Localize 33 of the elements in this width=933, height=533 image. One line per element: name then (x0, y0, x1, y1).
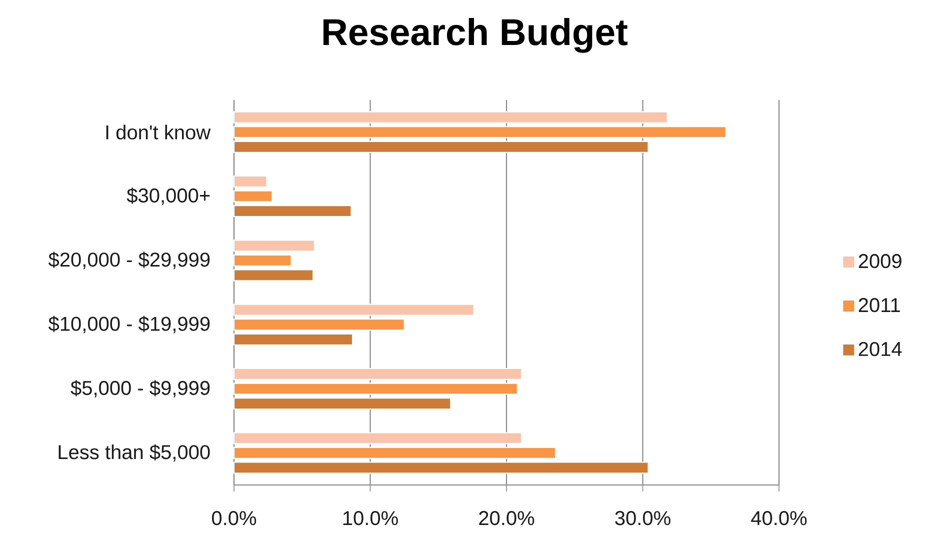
bar (233, 126, 726, 138)
bar (233, 304, 474, 316)
legend-label: 2014 (858, 342, 902, 356)
legend-label: 2011 (858, 298, 900, 312)
bar (233, 432, 522, 444)
bar (233, 462, 649, 474)
y-tick-label: $30,000+ (126, 188, 210, 205)
bar (233, 254, 292, 266)
bar (233, 446, 556, 459)
bar (233, 240, 315, 252)
x-tick-label: 30.0% (615, 511, 670, 526)
x-tick-label: 10.0% (343, 511, 398, 526)
bar (233, 140, 649, 153)
bar (233, 398, 452, 410)
bar (233, 318, 405, 331)
y-tick-label: $20,000 - $29,999 (48, 252, 210, 270)
x-tick-label: 0.0% (212, 511, 256, 526)
y-tick-label: $5,000 - $9,999 (70, 380, 210, 398)
bar (233, 382, 518, 395)
x-tick-label: 40.0% (751, 511, 807, 526)
bar (233, 269, 314, 282)
bar (233, 190, 273, 202)
legend-label: 2009 (858, 254, 902, 268)
x-tick-label: 20.0% (479, 511, 534, 526)
y-tick-label: Less than $5,000 (58, 444, 210, 462)
y-tick-label: I don't know (106, 124, 211, 140)
bar (233, 175, 268, 188)
bar (233, 111, 668, 124)
bar (233, 368, 522, 380)
bar (233, 333, 354, 346)
y-tick-label: $10,000 - $19,999 (48, 316, 210, 334)
chart-title: Research Budget (323, 18, 628, 53)
bar (233, 205, 352, 218)
